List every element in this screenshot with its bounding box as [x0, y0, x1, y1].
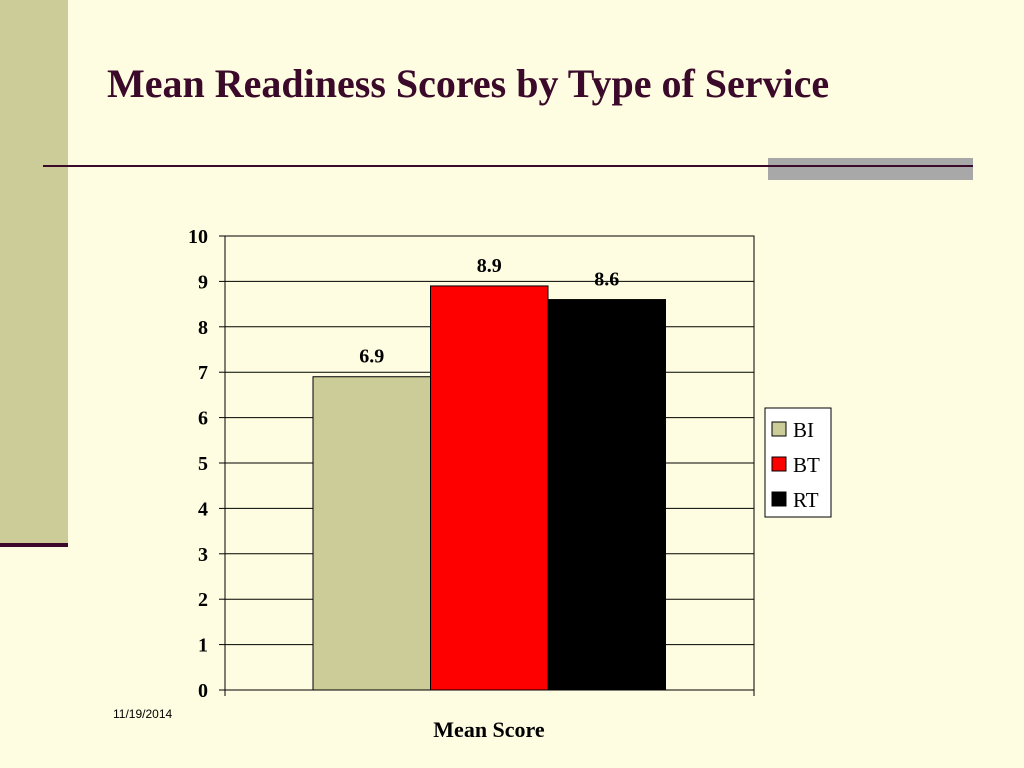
bar-bt [430, 285, 549, 691]
legend-label-bi: BI [793, 418, 814, 442]
y-tick-label: 7 [198, 362, 208, 384]
axes: 0 1 2 3 4 5 6 7 8 9 10 [188, 226, 755, 702]
data-label-bi: 6.9 [359, 346, 384, 368]
bar-bi [312, 376, 431, 691]
data-labels: 6.9 8.9 8.6 [359, 255, 619, 368]
bars [312, 285, 666, 691]
y-tick-label: 1 [198, 635, 208, 657]
y-tick-label: 8 [198, 317, 208, 339]
data-label-rt: 8.6 [594, 269, 619, 291]
data-label-bt: 8.9 [477, 255, 502, 277]
legend: BI BT RT [764, 407, 832, 518]
slide-date: 11/19/2014 [113, 707, 173, 721]
side-band [0, 0, 68, 546]
bar-rt [547, 299, 666, 691]
y-tick-label: 6 [198, 408, 208, 430]
side-band-accent [0, 543, 68, 547]
legend-swatch-bi [771, 421, 787, 437]
slide-title: Mean Readiness Scores by Type of Service [107, 61, 830, 106]
y-tick-label: 3 [198, 544, 208, 566]
legend-label-bt: BT [793, 453, 820, 477]
y-tick-label: 2 [198, 589, 208, 611]
y-tick-label: 5 [198, 453, 208, 475]
y-tick-label: 4 [198, 498, 208, 520]
title-rule-overlay [768, 165, 973, 167]
y-tick-label: 10 [188, 226, 208, 248]
legend-swatch-bt [771, 456, 787, 472]
y-tick-label: 0 [198, 680, 208, 702]
title-rule [43, 165, 973, 167]
y-tick-label: 9 [198, 271, 208, 293]
legend-label-rt: RT [793, 488, 819, 512]
title-rule-gray-block [768, 158, 973, 180]
legend-swatch-rt [771, 491, 787, 507]
x-axis-title: Mean Score [433, 717, 545, 742]
